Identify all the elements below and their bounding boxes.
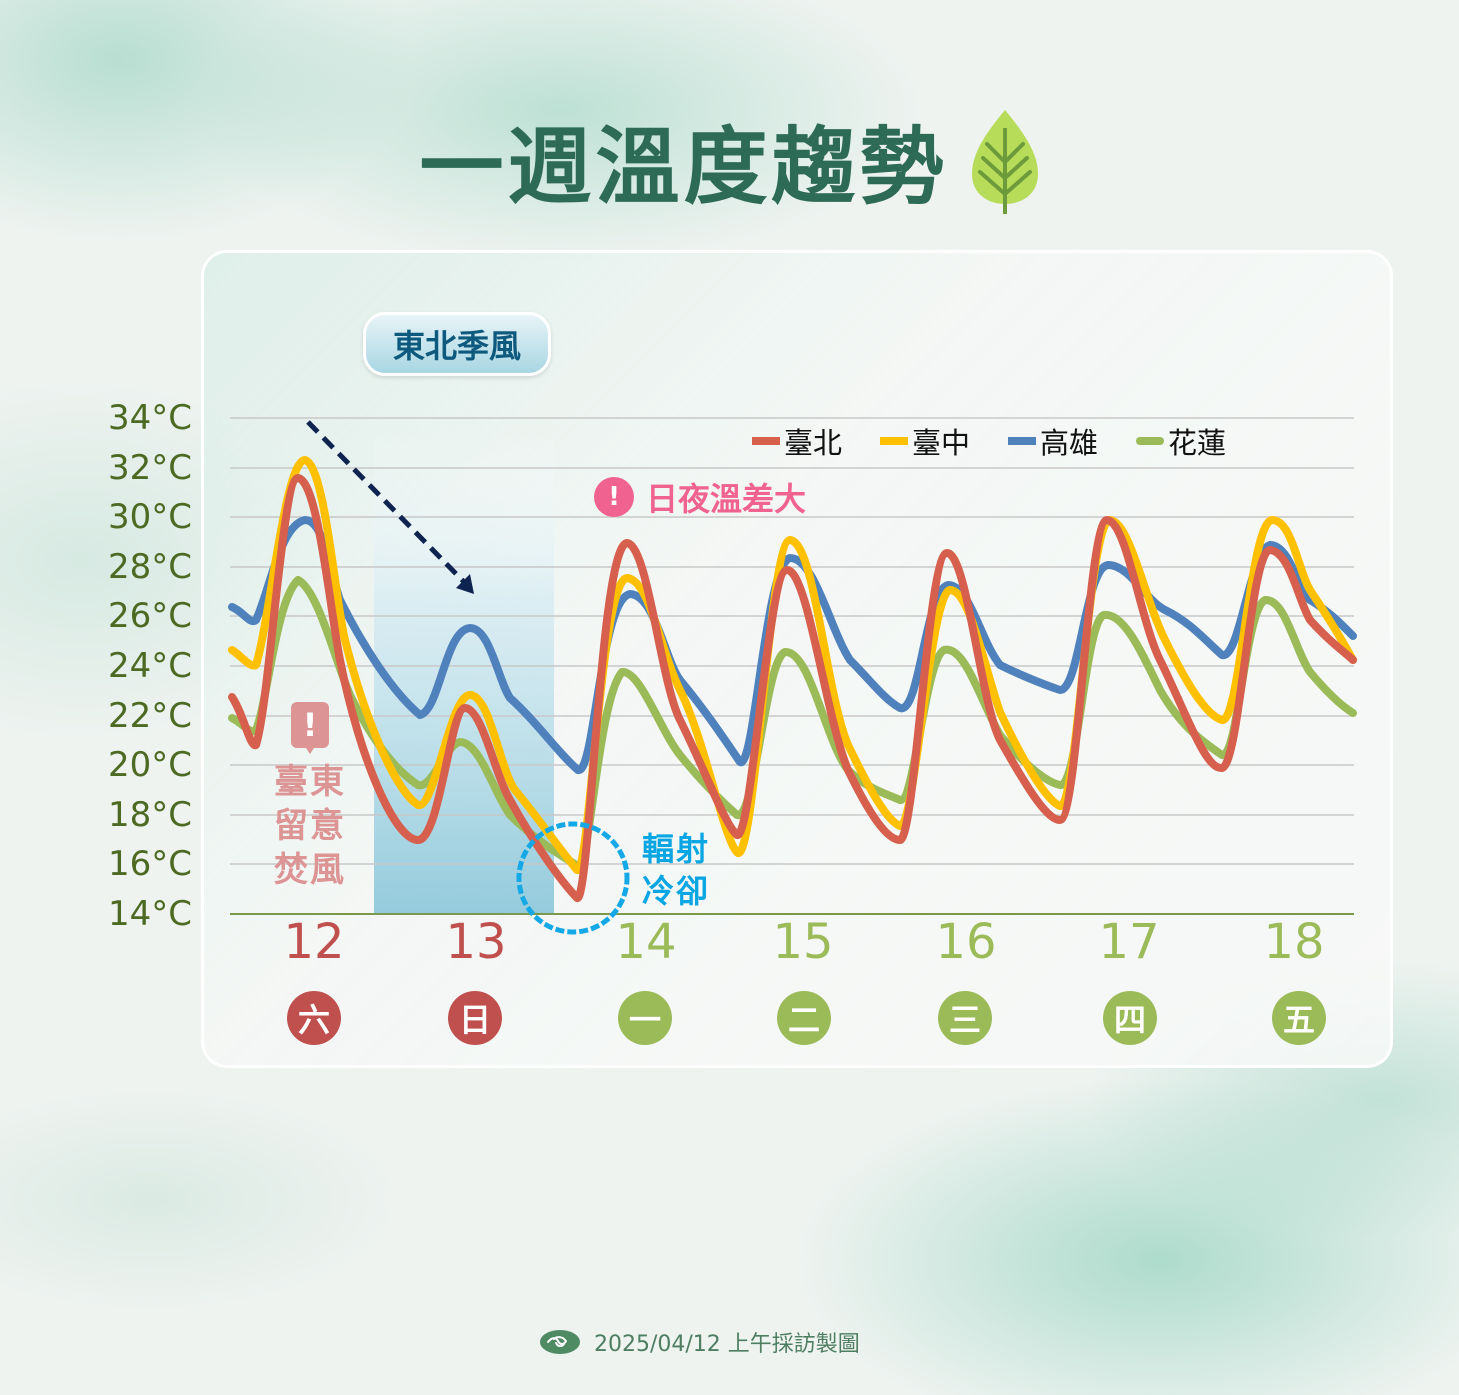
legend-item-kaohsiung: 高雄 <box>1008 420 1098 462</box>
y-tick: 16°C <box>108 844 193 884</box>
taitung-line: 臺東 <box>274 762 346 802</box>
taitung-line: 留意 <box>274 806 346 846</box>
weekday-badge-sat: 六 <box>287 991 341 1045</box>
chart-legend: 臺北 臺中 高雄 花蓮 <box>752 420 1264 462</box>
radiative-cooling-circle <box>516 821 630 935</box>
legend-label: 臺中 <box>912 426 971 460</box>
radiative-line: 冷卻 <box>642 872 711 910</box>
weekday-badge-thu: 四 <box>1103 991 1157 1045</box>
x-label-date: 13 <box>445 914 507 970</box>
y-tick: 22°C <box>108 696 193 736</box>
legend-swatch <box>1136 437 1165 445</box>
taitung-foehn-note: ! 臺東 留意 焚風 <box>270 702 350 892</box>
page-title-row: 一週溫度趨勢 <box>0 100 1459 221</box>
radiative-line: 輻射 <box>642 830 711 868</box>
legend-label: 花蓮 <box>1168 426 1227 460</box>
y-tick: 34°C <box>108 398 193 438</box>
y-tick: 30°C <box>108 497 193 537</box>
x-label-date: 18 <box>1263 914 1325 970</box>
arrow-head-icon <box>456 574 474 594</box>
monsoon-shaded-region <box>374 430 554 914</box>
weekday-badge-sun: 日 <box>448 991 502 1045</box>
x-label-date: 17 <box>1098 914 1160 970</box>
series-line-taichung <box>228 456 1357 875</box>
legend-swatch <box>1008 437 1037 445</box>
day-night-alert: ! 日夜溫差大 <box>594 474 806 520</box>
weekday-badge-mon: 一 <box>618 991 672 1045</box>
alert-bubble-icon: ! <box>291 702 329 754</box>
series-line-taipei <box>228 474 1357 903</box>
cwa-logo-icon <box>540 1330 580 1354</box>
y-tick: 32°C <box>108 448 193 488</box>
exclamation-circle-icon: ! <box>594 477 634 517</box>
legend-label: 高雄 <box>1040 426 1099 460</box>
legend-label: 臺北 <box>784 426 843 460</box>
footer-text: 2025/04/12 上午採訪製圖 <box>594 1332 860 1357</box>
leaf-icon <box>971 109 1038 214</box>
x-label-date: 16 <box>935 914 997 970</box>
y-tick: 20°C <box>108 745 193 785</box>
weekday-badge-tue: 二 <box>777 991 831 1045</box>
day-night-alert-text: 日夜溫差大 <box>646 480 807 518</box>
y-tick: 26°C <box>108 596 193 636</box>
y-tick: 24°C <box>108 646 193 686</box>
taitung-line: 焚風 <box>274 850 346 890</box>
legend-item-taichung: 臺中 <box>880 420 970 462</box>
monsoon-badge: 東北季風 <box>363 312 551 376</box>
y-tick: 14°C <box>108 894 193 934</box>
radiative-cooling-note: 輻射 冷卻 <box>642 828 710 912</box>
legend-item-hualien: 花蓮 <box>1136 420 1226 462</box>
legend-swatch <box>880 437 909 445</box>
x-label-date: 15 <box>772 914 834 970</box>
footer: 2025/04/12 上午採訪製圖 <box>540 1326 860 1358</box>
legend-item-taipei: 臺北 <box>752 420 842 462</box>
weekday-badge-fri: 五 <box>1272 991 1326 1045</box>
y-tick: 28°C <box>108 547 193 587</box>
series-line-hualien <box>228 576 1357 871</box>
weekday-badge-wed: 三 <box>938 991 992 1045</box>
x-label-date: 12 <box>283 914 345 970</box>
page-title: 一週溫度趨勢 <box>419 118 948 216</box>
legend-swatch <box>752 437 780 445</box>
monsoon-trend-arrow <box>306 420 466 584</box>
y-tick: 18°C <box>108 795 193 835</box>
x-label-date: 14 <box>615 914 677 970</box>
